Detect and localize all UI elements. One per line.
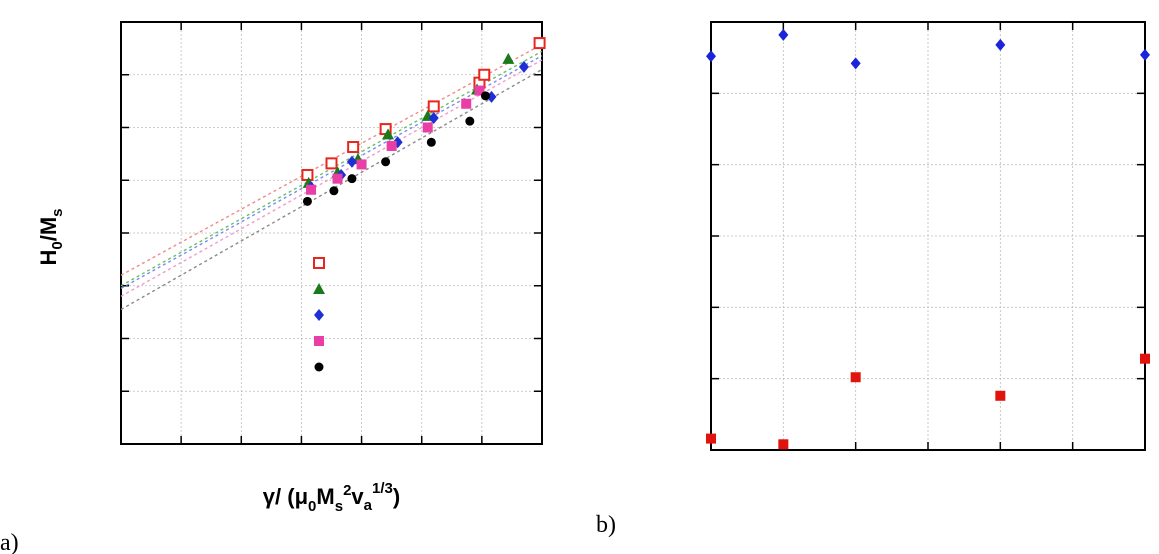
- panel-label-b: b): [596, 512, 616, 538]
- data-point: [386, 140, 397, 151]
- data-point: [502, 52, 515, 64]
- data-point: [347, 174, 357, 184]
- data-point: [478, 68, 491, 81]
- data-point: [332, 173, 343, 184]
- plot-frame: [710, 21, 1146, 451]
- data-point: [1140, 48, 1150, 61]
- y-axis-title: H0/Ms: [36, 208, 66, 265]
- data-point: [706, 50, 716, 63]
- legend-marker: [314, 309, 324, 321]
- data-point: [706, 433, 716, 444]
- plot-frame: [120, 21, 543, 445]
- data-point: [474, 85, 485, 96]
- data-point: [346, 155, 357, 168]
- data-point: [329, 186, 339, 196]
- data-point: [995, 390, 1006, 401]
- data-point: [301, 168, 314, 181]
- chart-b: [706, 21, 1150, 451]
- data-point: [356, 159, 367, 170]
- data-point: [480, 91, 490, 101]
- data-point: [427, 100, 440, 113]
- fit-line: [120, 55, 543, 290]
- data-point: [306, 184, 317, 195]
- data-point: [382, 128, 395, 140]
- data-point: [778, 28, 789, 41]
- data-point: [533, 37, 546, 50]
- data-point: [426, 137, 436, 147]
- data-point: [850, 372, 861, 383]
- data-point: [428, 112, 439, 125]
- x-axis-title: γ/ (μ0Ms2va1/3): [263, 480, 400, 515]
- panel-label-a: a): [0, 530, 19, 554]
- data-point: [461, 98, 472, 109]
- legend-marker: [313, 283, 325, 294]
- data-point: [465, 116, 475, 126]
- data-point: [381, 157, 391, 167]
- legend-marker: [313, 257, 325, 269]
- data-point: [1140, 353, 1150, 364]
- fit-line: [120, 59, 543, 297]
- chart-a: H0/Ms γ/ (μ0Ms2va1/3): [36, 21, 546, 515]
- data-point: [302, 196, 312, 206]
- legend-marker: [314, 362, 324, 372]
- data-point: [518, 60, 529, 73]
- legend-marker: [314, 336, 324, 346]
- data-point: [995, 38, 1006, 51]
- data-point: [850, 57, 861, 70]
- data-point: [325, 157, 338, 170]
- data-point: [347, 141, 360, 154]
- data-point: [778, 439, 789, 450]
- data-point: [422, 122, 433, 133]
